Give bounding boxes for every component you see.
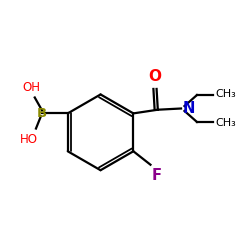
Text: OH: OH — [22, 81, 40, 94]
Text: HO: HO — [20, 133, 38, 146]
Text: F: F — [151, 168, 161, 184]
Text: N: N — [182, 100, 195, 116]
Text: B: B — [37, 107, 47, 120]
Text: CH₃: CH₃ — [215, 118, 236, 128]
Text: CH₃: CH₃ — [215, 89, 236, 99]
Text: O: O — [148, 68, 162, 84]
